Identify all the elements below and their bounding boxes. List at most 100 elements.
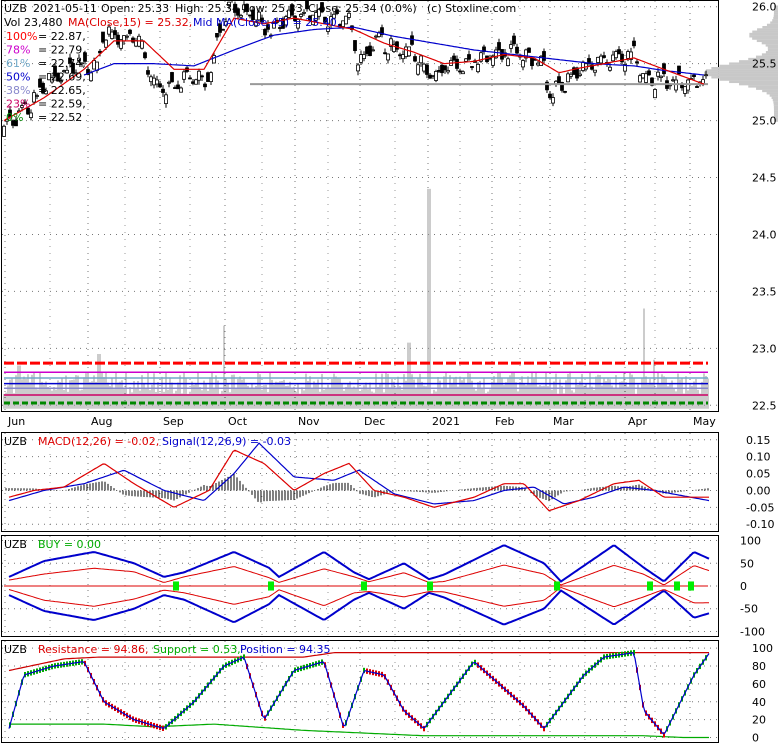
candle-body [356, 64, 360, 72]
volume-profile-bar [757, 28, 778, 31]
candle-body [20, 105, 24, 108]
candle-body [179, 87, 183, 93]
candle-body [545, 81, 549, 91]
candle-body [335, 9, 339, 14]
support-line [9, 723, 709, 739]
candle-body [167, 81, 171, 84]
candle-body [92, 60, 96, 70]
candle-body [494, 49, 498, 59]
buy-inner-upper [8, 564, 710, 586]
volume-profile-bar [719, 64, 778, 68]
candle-body [413, 56, 417, 62]
fib-legend-pct: 100% [6, 30, 37, 43]
candle-body [203, 83, 207, 88]
x-tick-label: Jun [7, 415, 25, 428]
candle-body [626, 51, 630, 59]
y-tick-label: 0 [740, 580, 747, 593]
y-tick-label: 22.5 [752, 399, 777, 412]
candle-body [182, 71, 186, 80]
volume-profile-bar [771, 96, 778, 100]
indicator-lines-layer [3, 17, 710, 739]
volume-profile-bar [755, 55, 778, 59]
candle-body [563, 90, 567, 93]
candle-body [593, 69, 597, 73]
candle-body [122, 35, 126, 42]
header-low: Low: 25.33 [243, 2, 303, 15]
candle-body [551, 97, 555, 104]
candle-body [635, 61, 639, 64]
volume-profile-bar [773, 119, 778, 122]
candle-body [368, 45, 372, 57]
y-tick-label: -0.05 [746, 501, 774, 514]
volume-profile-bar [729, 80, 778, 84]
volume-profile-bar [773, 16, 778, 20]
volume-profile-bar [705, 73, 778, 77]
candle-body [644, 73, 648, 83]
x-tick-label: Nov [298, 415, 320, 428]
header-high: High: 25.34 [175, 2, 239, 15]
y-tick-label: 60 [752, 678, 766, 691]
candle-body [596, 56, 600, 63]
fib-legend-pct: 78% [6, 44, 30, 57]
candle-body [431, 74, 435, 77]
candle-body [575, 67, 579, 79]
candle-body [344, 15, 348, 25]
candle-body [23, 102, 27, 104]
header-close: Close: 25.34 (0.0%) [308, 2, 417, 15]
candle-body [548, 93, 552, 99]
buy-marker [554, 581, 560, 591]
candle-body [14, 119, 18, 127]
y-tick-label: 23.5 [752, 285, 777, 298]
candle-body [332, 13, 336, 19]
macd-line [8, 449, 709, 512]
candle-body [71, 62, 75, 74]
candle-body [566, 73, 570, 83]
candle-body [581, 61, 585, 71]
candle-body [41, 82, 45, 94]
buy-lower-band [8, 589, 710, 626]
candle-body [578, 73, 582, 76]
fib-legend-value: = 22.52 [38, 111, 82, 124]
volume-profile [704, 5, 778, 122]
volume-profile-bar [756, 87, 778, 90]
candle-body [524, 49, 528, 59]
candle-body [365, 46, 369, 54]
y-tick-label: -50 [740, 603, 758, 616]
candle-body [191, 81, 195, 84]
volume-profile-bar [773, 107, 778, 111]
candle-body [50, 77, 54, 83]
candle-body [692, 74, 696, 78]
candle-body [284, 16, 288, 26]
buy-marker [647, 581, 653, 591]
candle-body [509, 44, 513, 49]
candle-body [200, 75, 204, 78]
candle-body [107, 26, 111, 35]
candle-body [104, 39, 108, 48]
candle-body [131, 37, 135, 43]
candle-body [383, 52, 387, 55]
header-ticker: UZB [4, 2, 27, 15]
candle-body [80, 62, 84, 65]
fib-legend-value: = 22.65, [38, 84, 86, 97]
candle-body [170, 72, 174, 83]
candle-body [83, 52, 87, 62]
fib-legend: 100% = 22.87, 78% = 22.79, 61% = 22.74, 50% = 2… [6, 30, 86, 124]
candle-body [347, 12, 351, 18]
candle-body [677, 65, 681, 75]
candle-body [536, 62, 540, 66]
y-tick-label: 20 [752, 714, 766, 727]
candle-body [569, 73, 573, 77]
volume-profile-bar [766, 92, 778, 95]
candle-body [29, 112, 33, 118]
candle-body [458, 70, 462, 73]
y-tick-label: -100 [740, 625, 765, 638]
candle-body [386, 53, 390, 61]
fib-levels-layer [4, 361, 708, 405]
buy-marker [427, 581, 433, 591]
candle-body [206, 72, 210, 82]
x-tick-label: Apr [628, 415, 648, 428]
candle-body [161, 88, 165, 93]
candle-body [164, 94, 168, 104]
candle-body [224, 21, 228, 26]
candle-body [638, 75, 642, 83]
